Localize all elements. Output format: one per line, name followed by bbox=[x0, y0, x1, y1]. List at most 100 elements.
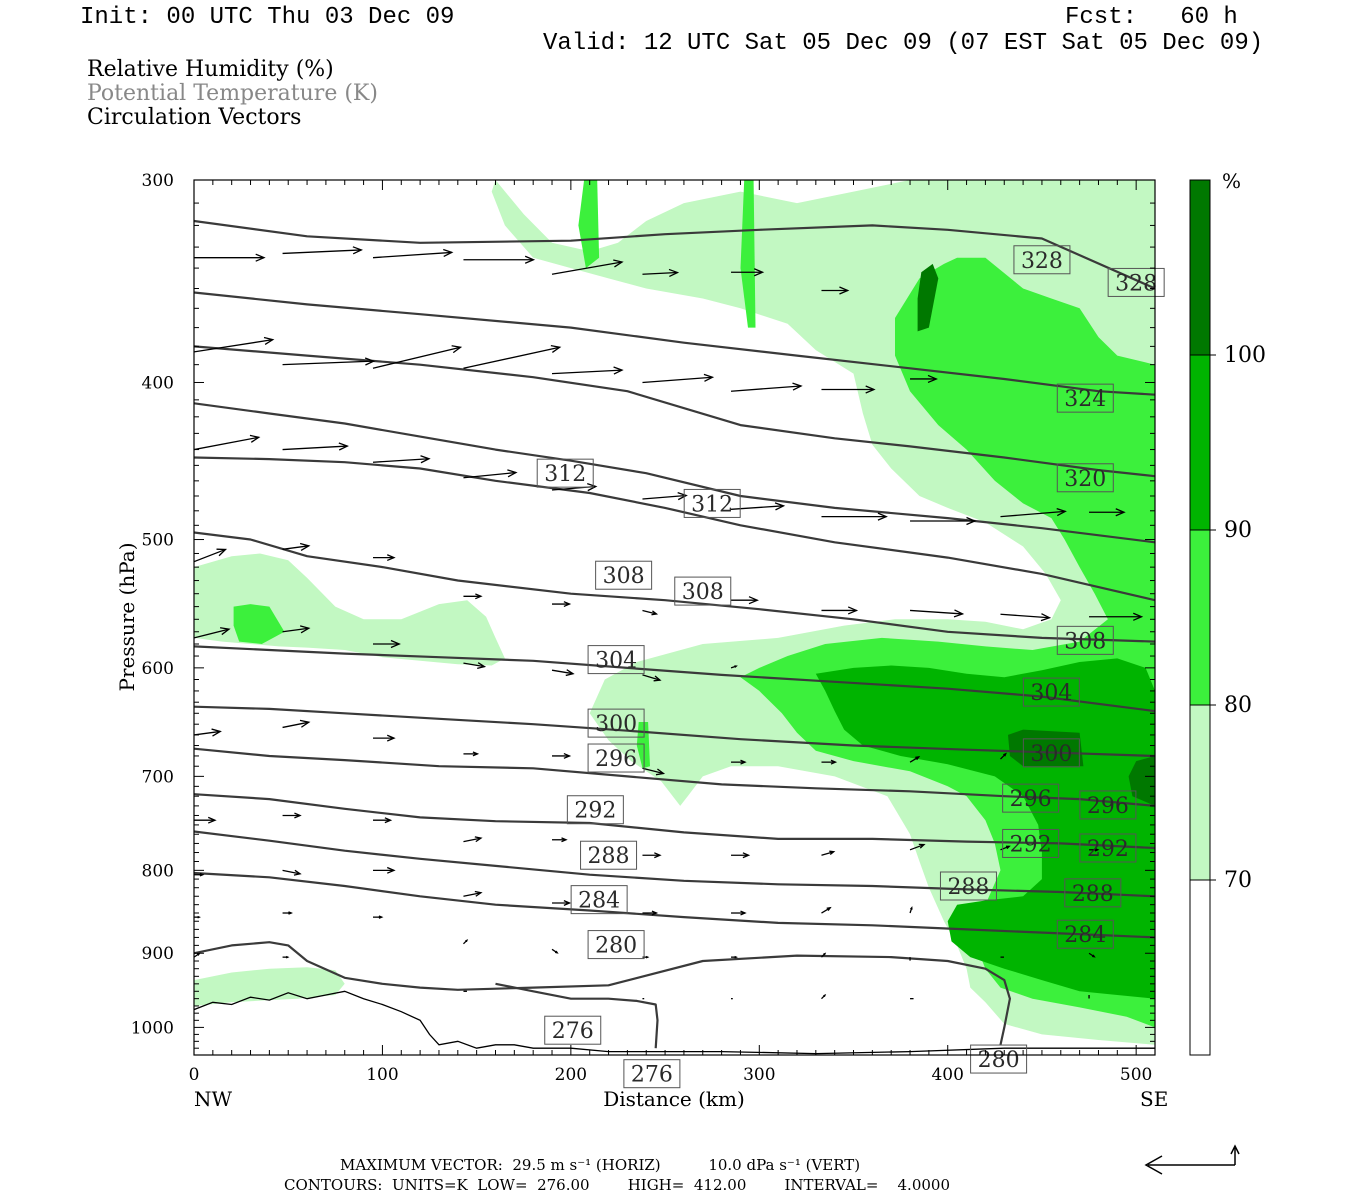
circulation-vector-49 bbox=[463, 751, 480, 757]
theta-label-text: 276 bbox=[552, 1019, 594, 1044]
circulation-vector-30 bbox=[373, 554, 396, 562]
x-tick-label: 400 bbox=[931, 1065, 963, 1085]
y-tick-label: 800 bbox=[142, 861, 174, 881]
circulation-vector-4 bbox=[551, 259, 624, 275]
circulation-vector-37 bbox=[1000, 613, 1052, 622]
circulation-vector-11 bbox=[463, 344, 562, 369]
theta-label-text: 312 bbox=[691, 492, 733, 517]
y-tick-label: 300 bbox=[142, 171, 174, 191]
theta-label-26: 276 bbox=[544, 1015, 602, 1045]
circulation-vector-20 bbox=[463, 469, 518, 479]
circulation-vector-61 bbox=[642, 852, 662, 859]
theta-label-text: 308 bbox=[682, 580, 724, 605]
theta-label-text: 312 bbox=[544, 462, 586, 487]
theta-label-text: 280 bbox=[595, 934, 637, 959]
x-tick-label: 0 bbox=[189, 1065, 200, 1085]
x-right-end-label: SE bbox=[1140, 1087, 1168, 1111]
field-theta-title: Potential Temperature (K) bbox=[87, 81, 378, 106]
theta-label-10: 304 bbox=[1022, 677, 1080, 707]
theta-label-text: 304 bbox=[595, 649, 637, 674]
rh-region-80-4 bbox=[233, 604, 285, 644]
theta-label-text: 300 bbox=[1030, 742, 1072, 767]
theta-label-text: 292 bbox=[1010, 832, 1052, 857]
rh-fill-layer bbox=[194, 180, 1155, 1045]
circulation-vector-48 bbox=[373, 734, 396, 742]
circulation-vector-39 bbox=[194, 627, 231, 639]
colorbar-swatch-1 bbox=[1190, 355, 1210, 530]
circulation-vector-47 bbox=[282, 719, 311, 729]
theta-label-4: 312 bbox=[536, 458, 594, 488]
circulation-vector-34 bbox=[731, 596, 759, 605]
theta-label-9: 304 bbox=[587, 645, 645, 675]
colorbar: 70 80 90 100 bbox=[1189, 179, 1266, 1056]
circulation-vector-69 bbox=[373, 866, 396, 874]
circulation-vector-0 bbox=[194, 253, 266, 262]
x-tick-label: 500 bbox=[1120, 1065, 1152, 1085]
circulation-vector-24 bbox=[821, 512, 888, 521]
circulation-vector-36 bbox=[909, 609, 965, 618]
circulation-vector-53 bbox=[821, 759, 838, 765]
circulation-vector-5 bbox=[642, 268, 680, 278]
theta-label-text: 320 bbox=[1064, 467, 1106, 492]
colorbar-swatch-2 bbox=[1190, 530, 1210, 705]
circulation-vector-35 bbox=[821, 606, 859, 615]
theta-label-24: 280 bbox=[587, 930, 645, 960]
circulation-vector-52 bbox=[731, 759, 747, 765]
x-axis-title: Distance (km) bbox=[603, 1087, 745, 1111]
theta-label-text: 296 bbox=[595, 747, 637, 772]
circulation-vector-22 bbox=[642, 492, 688, 501]
circulation-vector-60 bbox=[552, 837, 568, 843]
circulation-vector-2 bbox=[372, 248, 454, 259]
theta-label-text: 304 bbox=[1030, 681, 1072, 706]
circulation-vector-26 bbox=[1000, 507, 1067, 518]
circulation-vector-43 bbox=[551, 669, 575, 677]
theta-label-25: 280 bbox=[970, 1044, 1028, 1074]
theta-label-15: 296 bbox=[1079, 790, 1137, 820]
theta-label-18: 292 bbox=[1079, 833, 1137, 863]
circulation-vector-54 bbox=[909, 756, 921, 763]
theta-contour-296 bbox=[194, 747, 1155, 807]
theta-label-text: 308 bbox=[603, 564, 645, 589]
contour-info-note: CONTOURS: UNITS=K LOW= 276.00 HIGH= 412.… bbox=[284, 1176, 950, 1194]
circulation-vector-7 bbox=[821, 286, 850, 295]
circulation-vector-79 bbox=[462, 939, 469, 945]
x-tick-label: 200 bbox=[555, 1065, 587, 1085]
theta-contour-304 bbox=[194, 645, 1155, 713]
colorbar-swatch-0 bbox=[1190, 180, 1210, 355]
theta-contour-320 bbox=[194, 345, 1155, 478]
theta-label-7: 308 bbox=[674, 576, 732, 606]
theta-contour-324 bbox=[194, 291, 1155, 396]
rh-region-80-7 bbox=[636, 722, 650, 769]
theta-label-5: 312 bbox=[683, 488, 741, 518]
circulation-vector-57 bbox=[282, 812, 302, 819]
circulation-vector-46 bbox=[194, 728, 222, 737]
colorbar-unit: % bbox=[1222, 169, 1241, 193]
theta-label-12: 300 bbox=[1022, 738, 1080, 768]
y-tick-label: 500 bbox=[142, 531, 174, 551]
x-tick-label: 100 bbox=[366, 1065, 398, 1085]
circulation-vector-66 bbox=[1089, 848, 1100, 852]
circulation-vector-78 bbox=[373, 915, 384, 919]
circulation-vector-65 bbox=[1000, 845, 1011, 851]
theta-contour-292 bbox=[194, 793, 1155, 850]
circulation-vector-62 bbox=[731, 852, 751, 859]
theta-label-text: 284 bbox=[1064, 923, 1106, 948]
theta-label-text: 300 bbox=[595, 712, 637, 737]
circulation-vector-19 bbox=[372, 455, 431, 464]
circulation-vector-27 bbox=[1089, 508, 1126, 517]
forecast-hour: Fcst: 60 h bbox=[1065, 4, 1238, 31]
init-time: Init: 00 UTC Thu 03 Dec 09 bbox=[80, 4, 455, 31]
circulation-vector-41 bbox=[373, 639, 401, 649]
circulation-vector-28 bbox=[194, 548, 228, 563]
rh-region-100-11 bbox=[1128, 756, 1155, 806]
theta-label-text: 296 bbox=[1010, 787, 1052, 812]
circulation-vector-6 bbox=[731, 268, 765, 277]
y-tick-label: 900 bbox=[142, 944, 174, 964]
theta-label-13: 296 bbox=[587, 743, 645, 773]
theta-label-text: 296 bbox=[1087, 794, 1129, 819]
theta-label-1: 328 bbox=[1107, 267, 1165, 297]
theta-contour-284 bbox=[194, 871, 1155, 939]
circulation-vector-32 bbox=[552, 601, 572, 608]
circulation-vector-17 bbox=[194, 434, 261, 451]
